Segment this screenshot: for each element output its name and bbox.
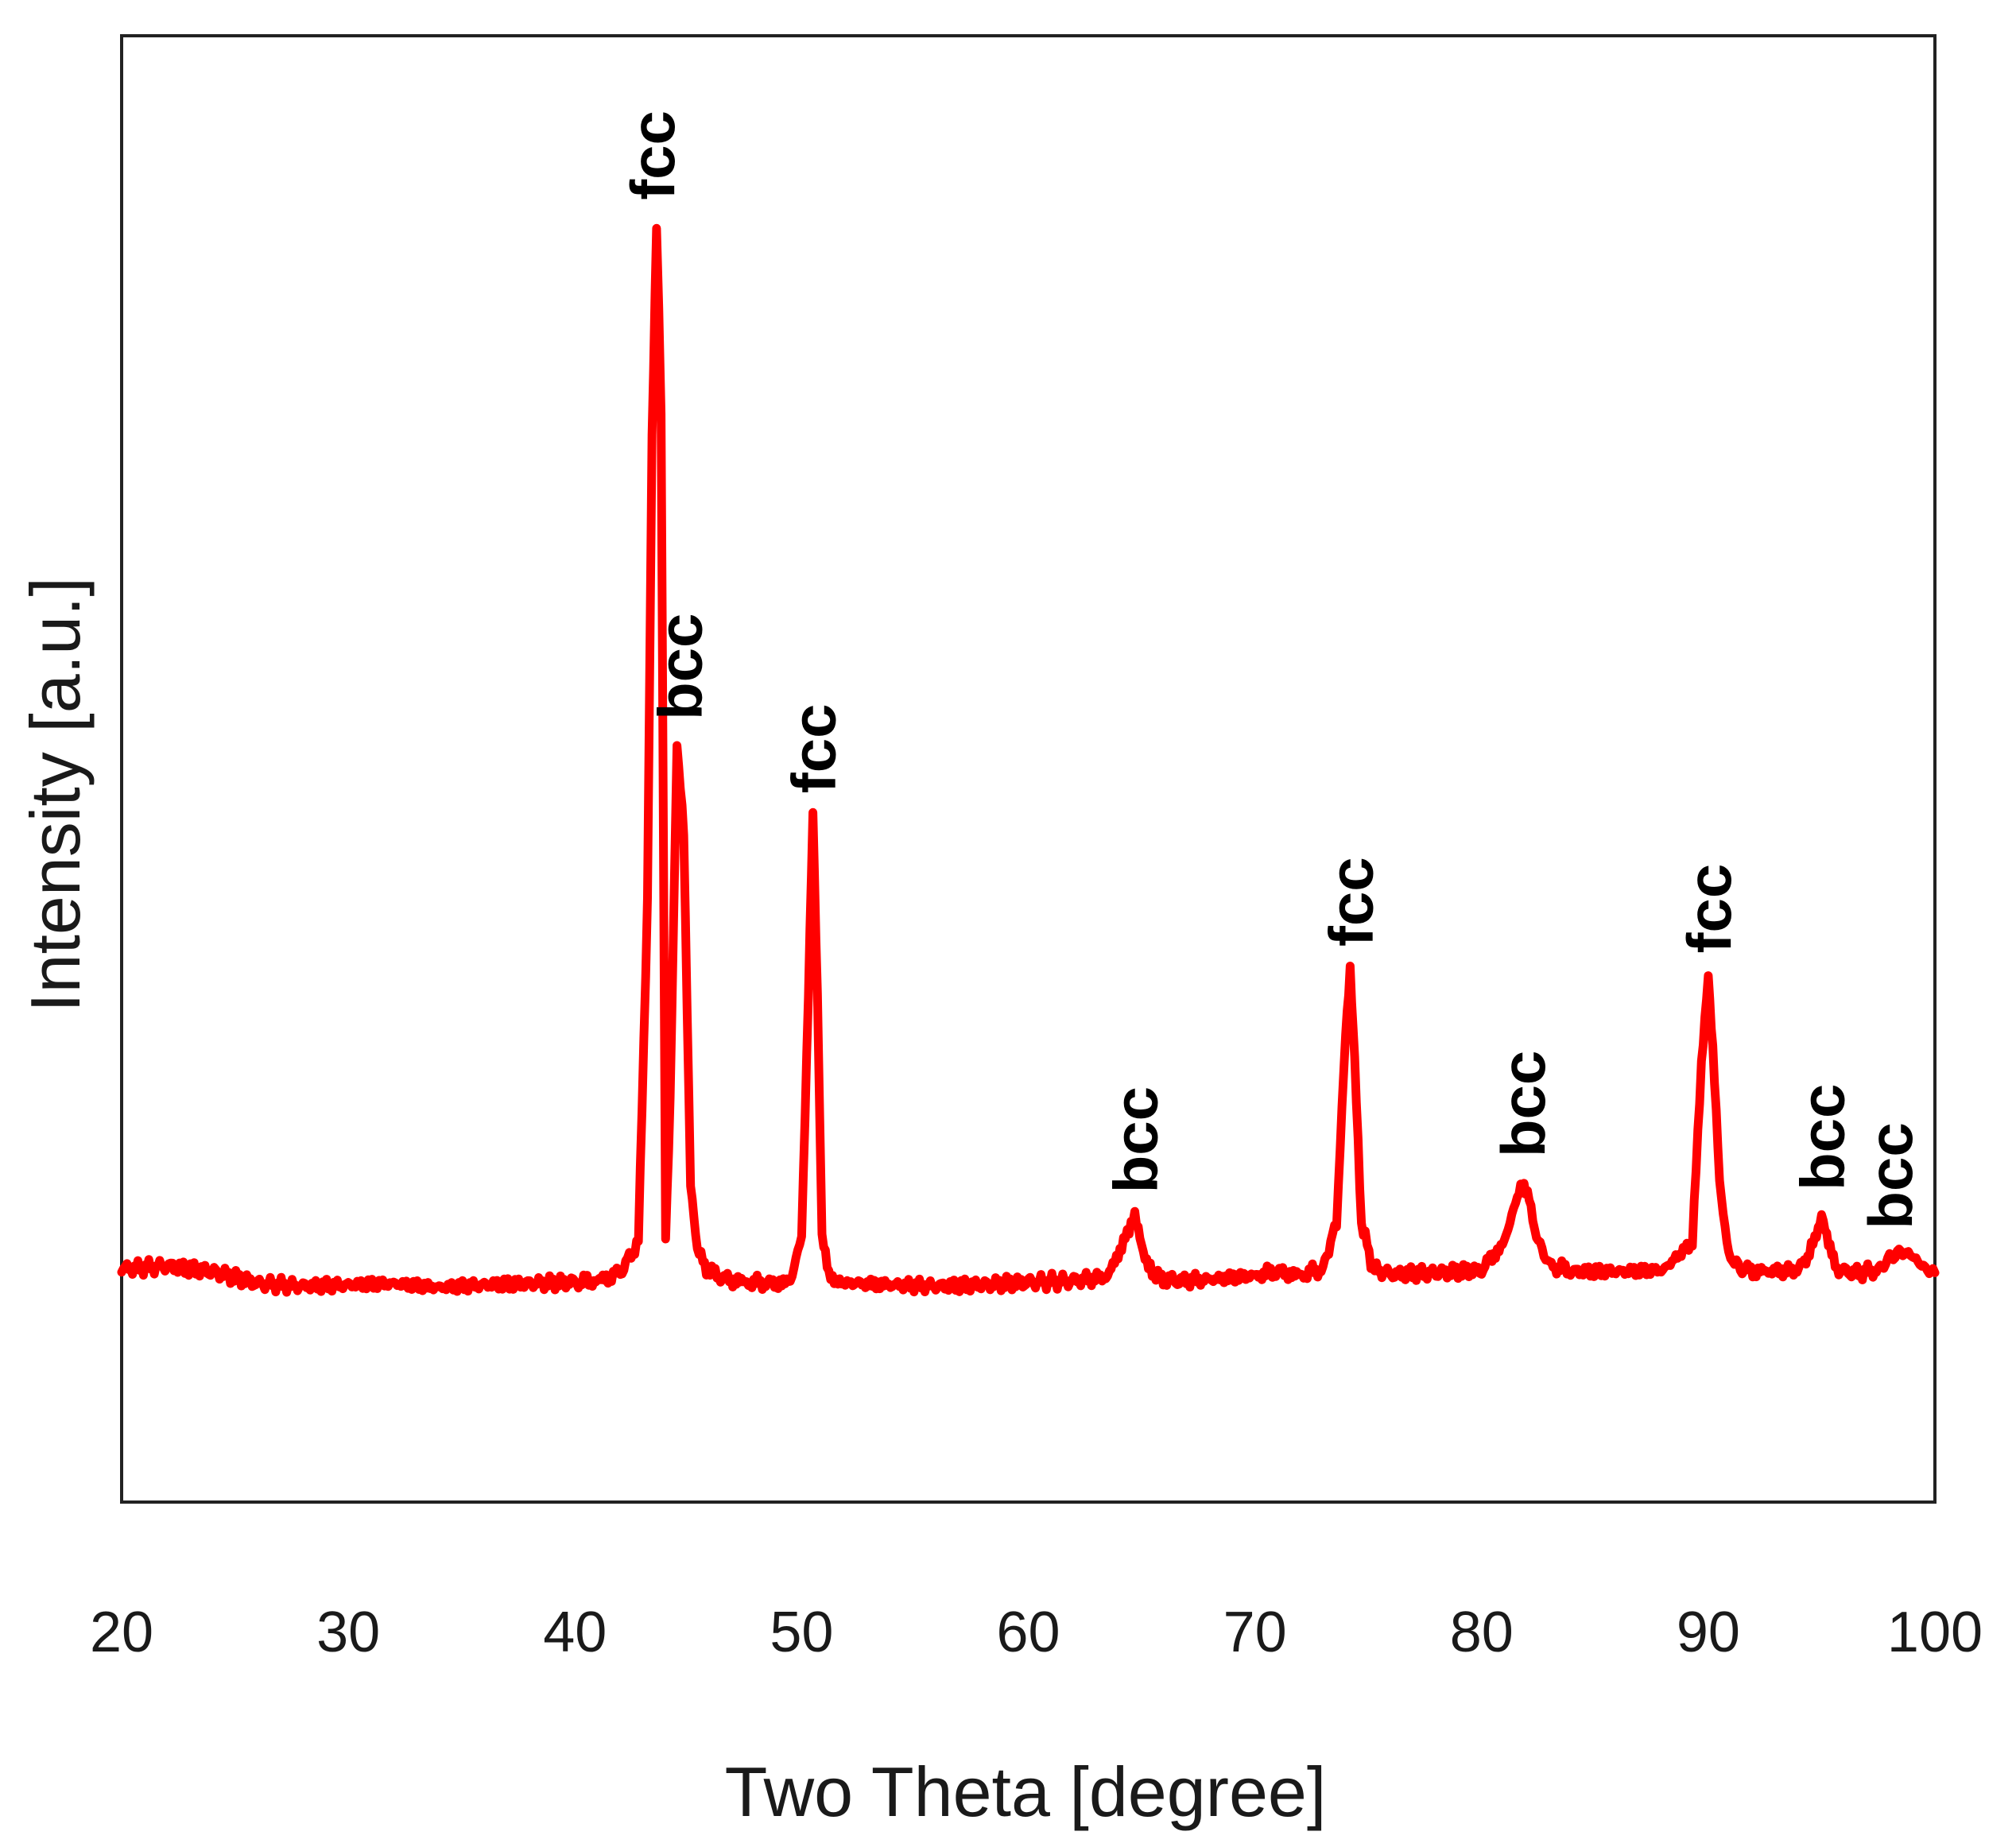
x-tick-label: 50	[770, 1601, 833, 1664]
peak-label-fcc: fcc	[1316, 857, 1386, 947]
x-tick-label: 70	[1223, 1601, 1287, 1664]
peak-label-fcc: fcc	[618, 110, 688, 200]
peak-label-bcc: bcc	[1488, 1051, 1558, 1157]
series-layer	[117, 223, 1940, 1297]
peak-label-bcc: bcc	[1855, 1122, 1925, 1229]
x-axis-title: Two Theta [degree]	[725, 1752, 1327, 1831]
peak-label-fcc: fcc	[779, 703, 849, 793]
x-tick-label: 80	[1450, 1601, 1514, 1664]
peak-label-fcc: fcc	[1674, 864, 1744, 954]
plot-area-frame	[120, 34, 1937, 1504]
x-tick-label: 30	[316, 1601, 380, 1664]
peak-label-bcc: bcc	[1101, 1086, 1171, 1193]
x-tick-label: 90	[1677, 1601, 1740, 1664]
x-axis-tick-labels: 20 30 40 50 60 70 80 90 100	[90, 1601, 1983, 1664]
series-line	[117, 223, 1940, 1297]
y-axis-title: Intensity [a.u.]	[16, 577, 95, 1013]
x-tick-label: 100	[1887, 1601, 1983, 1664]
peak-label-bcc: bcc	[645, 614, 715, 720]
x-tick-label: 20	[90, 1601, 153, 1664]
x-tick-label: 60	[996, 1601, 1060, 1664]
x-tick-label: 40	[543, 1601, 607, 1664]
peak-label-bcc: bcc	[1787, 1084, 1857, 1191]
